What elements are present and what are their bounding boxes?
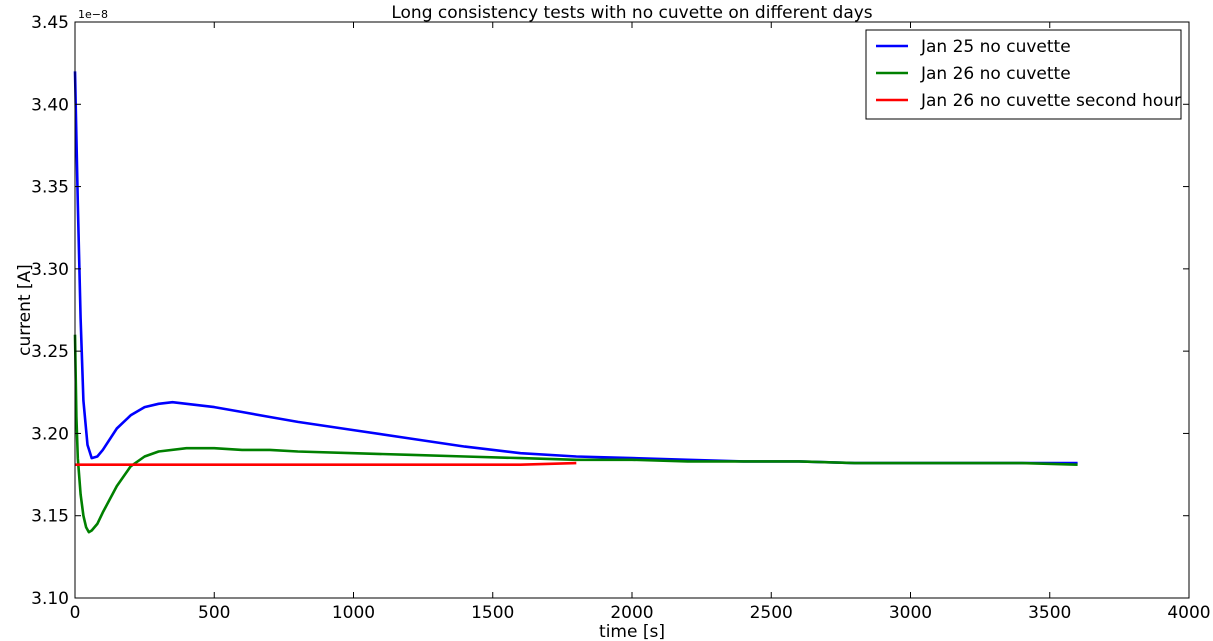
x-tick-label: 0 [70,603,81,623]
x-tick-label: 500 [198,603,230,623]
y-offset-label: 1e−8 [78,8,108,21]
y-tick-label: 3.30 [31,260,69,280]
series-line-1 [73,71,1078,465]
legend-entry-label: Jan 25 no cuvette [920,37,1071,57]
x-tick-label: 2500 [750,603,793,623]
series-line-2 [73,334,1078,534]
y-tick-label: 3.40 [31,95,69,115]
plot-content [73,71,1078,534]
legend-box [865,29,1182,120]
y-tick-label: 3.15 [31,507,69,527]
x-tick-label: 3000 [889,603,932,623]
x-tick-label: 1500 [471,603,514,623]
legend-entry-label: Jan 26 no cuvette [920,64,1071,84]
y-tick-label: 3.25 [31,342,69,362]
x-tick-label: 2000 [610,603,653,623]
y-tick-label: 3.10 [31,589,69,609]
y-tick-label: 3.45 [31,13,69,33]
x-tick-label: 1000 [332,603,375,623]
legend-entry-label: Jan 26 no cuvette second hour [920,91,1181,111]
x-tick-label: 4000 [1167,603,1210,623]
y-tick-label: 3.20 [31,424,69,444]
y-tick-label: 3.35 [31,178,69,198]
axis-ticks: 0 500 1000 1500 2000 2500 3000 3500 4000 3.10 3.15… [31,13,1210,623]
x-tick-label: 3500 [1028,603,1071,623]
x-axis-label: time [s] [599,622,665,641]
y-axis-label: current [A] [15,264,35,356]
legend: Jan 25 no cuvette Jan 26 no cuvette Jan 26… [865,29,1182,120]
chart-title: Long consistency tests with no cuvette o… [391,3,872,23]
series-line-3 [75,461,577,467]
